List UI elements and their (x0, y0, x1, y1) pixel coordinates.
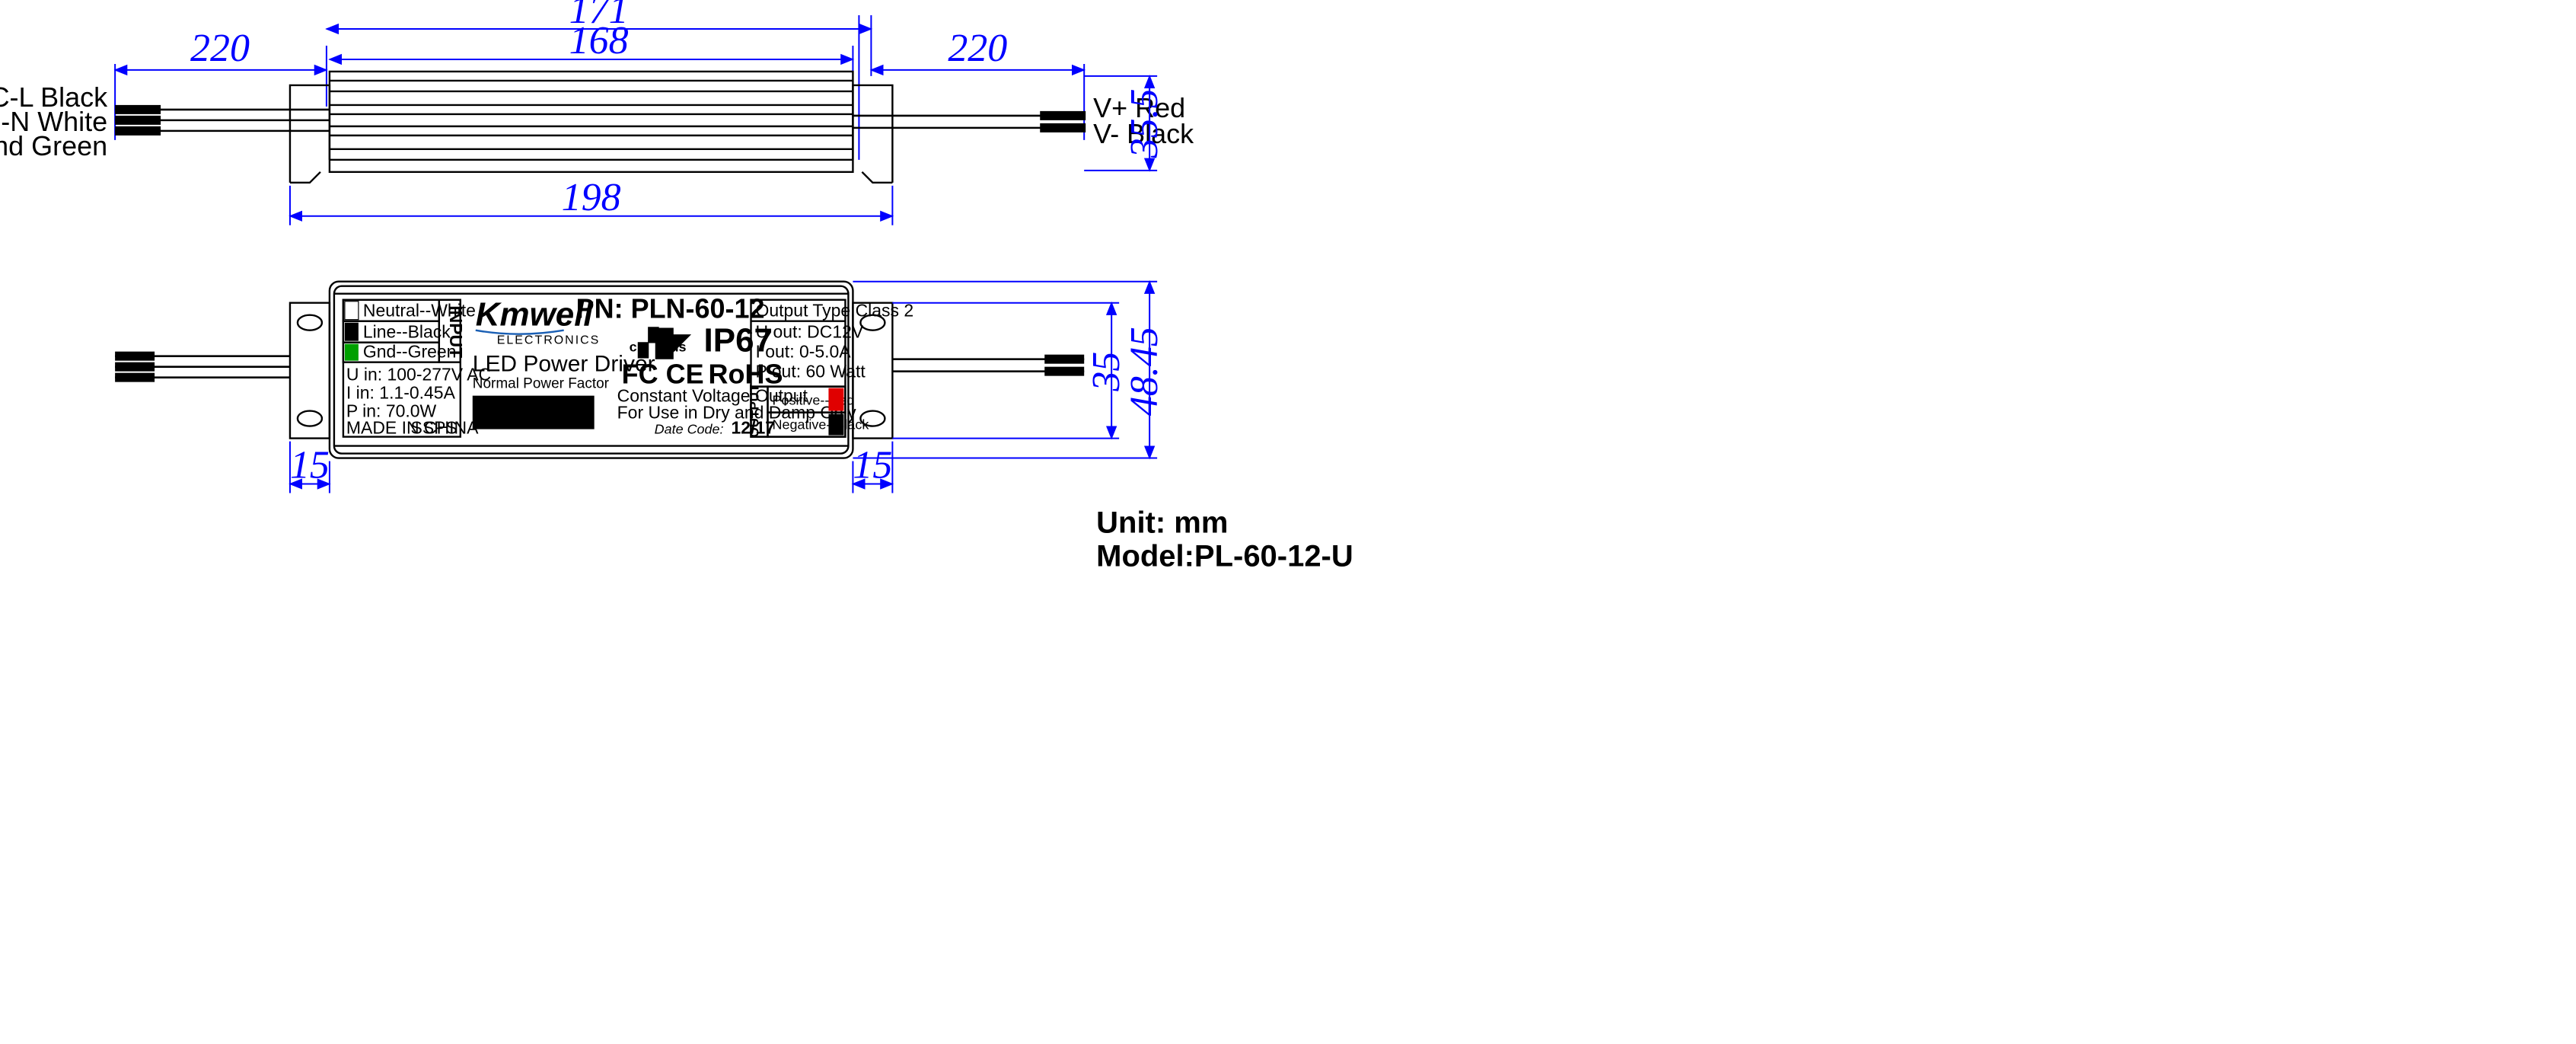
bottom-view: INPUT Neutral--White Line--Black Gnd--Gr… (115, 282, 1166, 493)
cert-ce: CE (666, 359, 704, 390)
top-left-wires (115, 105, 330, 136)
input-line: Line--Black (363, 322, 451, 342)
wire-ground: Ground Green (0, 130, 107, 161)
out-type: Output Type:Class 2 (756, 301, 914, 321)
out-iout: I out: 0-5.0A (756, 342, 852, 362)
cert-fc: FC (622, 359, 658, 390)
dim-right-flange: 15 (853, 444, 892, 487)
out-pout: P out: 60 Watt (756, 362, 866, 382)
dim-height-top: 35.5 (1123, 88, 1166, 158)
dim-left-flange: 15 (290, 444, 330, 487)
input-neutral: Neutral--White (363, 301, 476, 321)
unit-label2: Unit: mm (1096, 506, 1228, 539)
model-label2: Model:PL-60-12-U (1096, 539, 1353, 573)
top-view: 220 171 168 220 (0, 0, 1194, 225)
center-pn: PN: PLN-60-12 (576, 293, 765, 324)
label-output-panel: Output Type:Class 2 U out: DC12V I out: … (748, 300, 914, 438)
dim-left-cable: 220 (190, 27, 250, 70)
input-iin: I in: 1.1-0.45A (346, 383, 456, 403)
center-datecode-label: Date Code: (655, 422, 724, 437)
top-right-wires (853, 111, 1086, 132)
dim-body-short: 168 (569, 19, 629, 62)
dim-h-outer: 48.45 (1123, 327, 1166, 416)
brand-line2: Normal Power Factor (473, 376, 609, 392)
ul-c: c (630, 340, 637, 355)
dim-body-long: 198 (562, 176, 621, 219)
input-ssps: SSPS (411, 418, 457, 438)
ul-us: us (671, 340, 687, 355)
brand-sub: ELECTRONICS (497, 334, 601, 347)
out-neg: Negative--Black (772, 417, 869, 433)
out-uout: U out: DC12V (756, 322, 864, 342)
label-input-panel: INPUT Neutral--White Line--Black Gnd--Gr… (343, 300, 491, 438)
dim-right-cable: 220 (948, 27, 1007, 70)
brand-badge: 60W -12V (473, 395, 595, 426)
output-header: OUTPUT (748, 384, 762, 437)
dim-h-inner: 35 (1085, 352, 1128, 392)
input-gnd: Gnd--Green (363, 342, 457, 362)
input-uin: U in: 100-277V AC (346, 365, 491, 385)
